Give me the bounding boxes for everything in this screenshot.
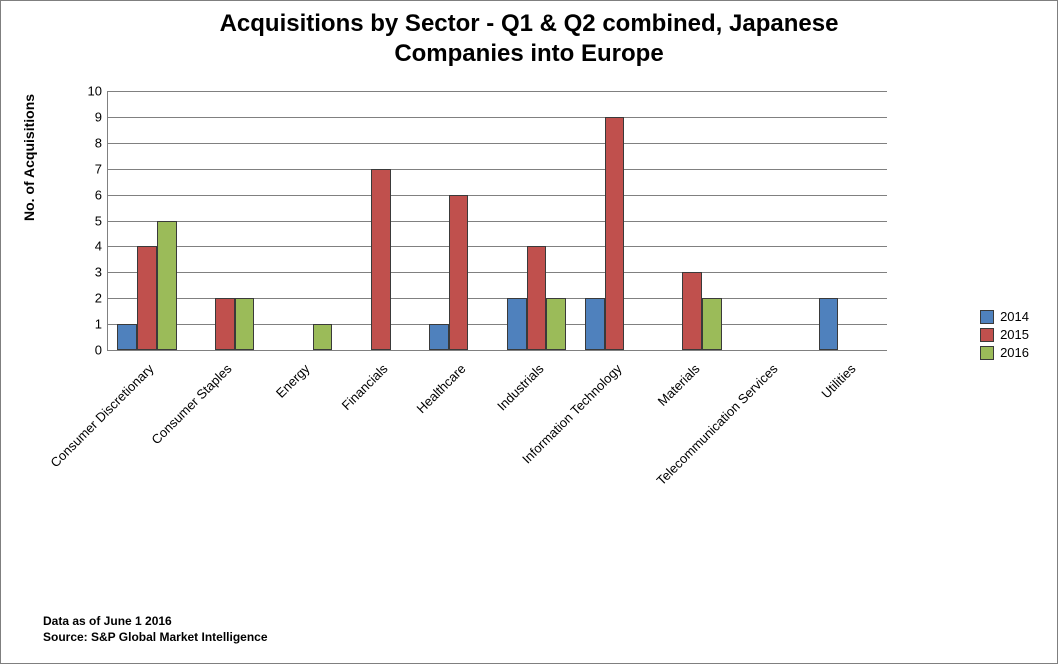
legend-swatch xyxy=(980,328,994,342)
legend-item: 2015 xyxy=(980,327,1029,342)
x-label-slot: Telecommunication Services xyxy=(731,355,809,565)
legend-item: 2014 xyxy=(980,309,1029,324)
legend-label: 2014 xyxy=(1000,309,1029,324)
bar-group xyxy=(731,91,809,350)
y-tick-label: 3 xyxy=(78,265,102,280)
bar xyxy=(819,298,839,350)
legend: 2014 2015 2016 xyxy=(980,306,1029,363)
bar-cluster xyxy=(351,91,410,350)
x-axis-category-label: Financials xyxy=(339,361,391,413)
bar-cluster xyxy=(585,91,644,350)
bar xyxy=(215,298,235,350)
bar xyxy=(449,195,469,350)
bar-cluster xyxy=(429,91,488,350)
x-label-slot: Energy xyxy=(263,355,341,565)
bar xyxy=(682,272,702,350)
bar xyxy=(157,221,177,351)
bar xyxy=(235,298,255,350)
chart-title: Acquisitions by Sector - Q1 & Q2 combine… xyxy=(1,9,1057,69)
y-tick-label: 2 xyxy=(78,291,102,306)
x-axis-category-label: Utilities xyxy=(818,361,858,401)
footnote-line1: Data as of June 1 2016 xyxy=(43,614,172,628)
bar xyxy=(546,298,566,350)
x-label-slot: Utilities xyxy=(809,355,887,565)
legend-item: 2016 xyxy=(980,345,1029,360)
bar-cluster xyxy=(741,91,800,350)
y-tick-label: 9 xyxy=(78,109,102,124)
x-axis-category-label: Materials xyxy=(655,361,703,409)
x-axis-category-label: Energy xyxy=(273,361,313,401)
bar-cluster xyxy=(819,91,878,350)
x-axis-category-label: Healthcare xyxy=(414,361,469,416)
bar xyxy=(702,298,722,350)
x-label-slot: Healthcare xyxy=(419,355,497,565)
bar-cluster xyxy=(117,91,176,350)
legend-swatch xyxy=(980,346,994,360)
bar xyxy=(507,298,527,350)
bar xyxy=(527,246,547,350)
bar xyxy=(313,324,333,350)
legend-swatch xyxy=(980,310,994,324)
bar-group xyxy=(420,91,498,350)
footnote-line2: Source: S&P Global Market Intelligence xyxy=(43,630,268,644)
chart-footnote: Data as of June 1 2016 Source: S&P Globa… xyxy=(43,613,268,645)
y-tick-label: 5 xyxy=(78,213,102,228)
bar xyxy=(117,324,137,350)
bar-group xyxy=(809,91,887,350)
legend-label: 2015 xyxy=(1000,327,1029,342)
bar-cluster xyxy=(507,91,566,350)
y-tick-label: 8 xyxy=(78,135,102,150)
y-tick-label: 1 xyxy=(78,317,102,332)
x-label-slot: Information Technology xyxy=(575,355,653,565)
chart-title-line1: Acquisitions by Sector - Q1 & Q2 combine… xyxy=(220,10,839,37)
bar-group xyxy=(264,91,342,350)
x-axis-category-label: Industrials xyxy=(494,361,547,414)
bar xyxy=(585,298,605,350)
x-axis-labels: Consumer DiscretionaryConsumer StaplesEn… xyxy=(107,355,887,565)
y-tick-label: 7 xyxy=(78,161,102,176)
bar-group xyxy=(498,91,576,350)
bar-cluster xyxy=(273,91,332,350)
bar-cluster xyxy=(195,91,254,350)
bar-groups xyxy=(108,91,887,350)
x-label-slot: Consumer Staples xyxy=(185,355,263,565)
y-tick-label: 0 xyxy=(78,343,102,358)
legend-label: 2016 xyxy=(1000,345,1029,360)
bar xyxy=(137,246,157,350)
bar xyxy=(605,117,625,350)
y-tick-label: 6 xyxy=(78,187,102,202)
chart-title-line2: Companies into Europe xyxy=(394,40,663,67)
y-tick-label: 10 xyxy=(78,84,102,99)
y-tick-label: 4 xyxy=(78,239,102,254)
bar-group xyxy=(108,91,186,350)
x-label-slot: Consumer Discretionary xyxy=(107,355,185,565)
x-axis-category-label: Consumer Discretionary xyxy=(47,361,156,470)
bar xyxy=(371,169,391,350)
chart-frame: Acquisitions by Sector - Q1 & Q2 combine… xyxy=(0,0,1058,664)
x-label-slot: Financials xyxy=(341,355,419,565)
bar-group xyxy=(575,91,653,350)
bar-group xyxy=(186,91,264,350)
plot-area: 012345678910 xyxy=(107,91,887,351)
bar xyxy=(429,324,449,350)
bar-group xyxy=(342,91,420,350)
y-axis-label: No. of Acquisitions xyxy=(21,94,37,221)
bar-cluster xyxy=(663,91,722,350)
bar-group xyxy=(653,91,731,350)
